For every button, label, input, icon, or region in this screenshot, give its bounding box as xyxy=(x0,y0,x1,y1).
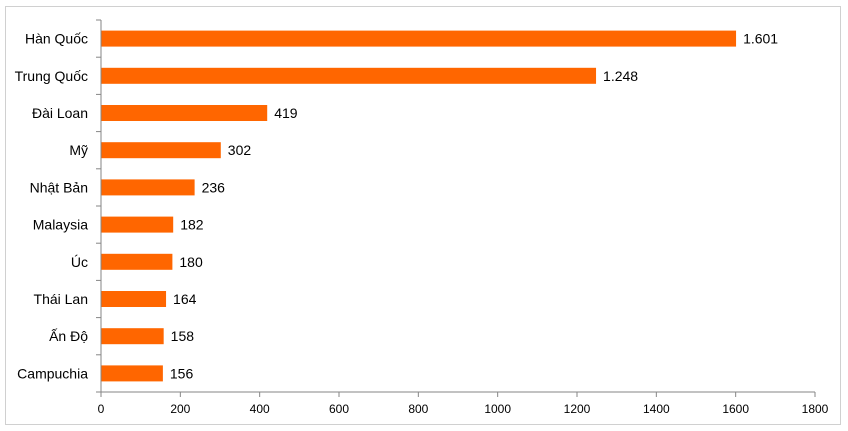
data-label: 302 xyxy=(228,142,252,158)
category-label: Úc xyxy=(71,254,88,270)
bar xyxy=(101,253,173,270)
x-tick-label: 600 xyxy=(329,402,349,416)
axes-group: 0 200 400 600 800 1000 1200 1400 1600 1800 xyxy=(96,19,829,416)
bar xyxy=(101,142,221,159)
category-label: Mỹ xyxy=(69,142,88,158)
data-label: 164 xyxy=(173,291,197,307)
category-label: Ấn Độ xyxy=(49,328,88,344)
x-tick-label: 1000 xyxy=(484,402,511,416)
x-tick-label: 200 xyxy=(170,402,190,416)
bars-group xyxy=(101,30,737,382)
category-label: Nhật Bản xyxy=(30,179,88,195)
x-tick-label: 800 xyxy=(408,402,428,416)
data-label: 180 xyxy=(179,254,203,270)
category-label: Trung Quốc xyxy=(15,68,88,84)
category-label: Malaysia xyxy=(33,217,88,233)
data-label: 182 xyxy=(180,217,204,233)
x-tick-label: 1200 xyxy=(564,402,591,416)
bar xyxy=(101,105,268,121)
data-label: 419 xyxy=(274,105,298,121)
bar xyxy=(101,328,164,345)
x-tick-label: 1800 xyxy=(802,402,829,416)
data-label: 1.601 xyxy=(743,31,778,47)
value-labels: 1.601 1.248 419 302 236 182 180 164 158 156 xyxy=(170,31,778,382)
data-label: 236 xyxy=(202,179,226,195)
data-label: 156 xyxy=(170,365,194,381)
x-tick-label: 0 xyxy=(98,402,105,416)
x-tick-label: 1400 xyxy=(643,402,670,416)
bar xyxy=(101,365,163,382)
bar xyxy=(101,67,597,84)
category-label: Đài Loan xyxy=(32,105,88,121)
bar xyxy=(101,179,195,196)
bar xyxy=(101,216,174,233)
data-label: 158 xyxy=(171,328,195,344)
category-labels: Hàn Quốc Trung Quốc Đài Loan Mỹ Nhật Bản Mala… xyxy=(15,31,89,382)
bar xyxy=(101,291,167,307)
category-label: Campuchia xyxy=(17,365,88,381)
category-label: Thái Lan xyxy=(34,291,88,307)
category-label: Hàn Quốc xyxy=(25,31,88,47)
x-tick-label: 1600 xyxy=(722,402,749,416)
data-label: 1.248 xyxy=(603,68,638,84)
bar xyxy=(101,30,737,47)
x-tick-label: 400 xyxy=(250,402,270,416)
